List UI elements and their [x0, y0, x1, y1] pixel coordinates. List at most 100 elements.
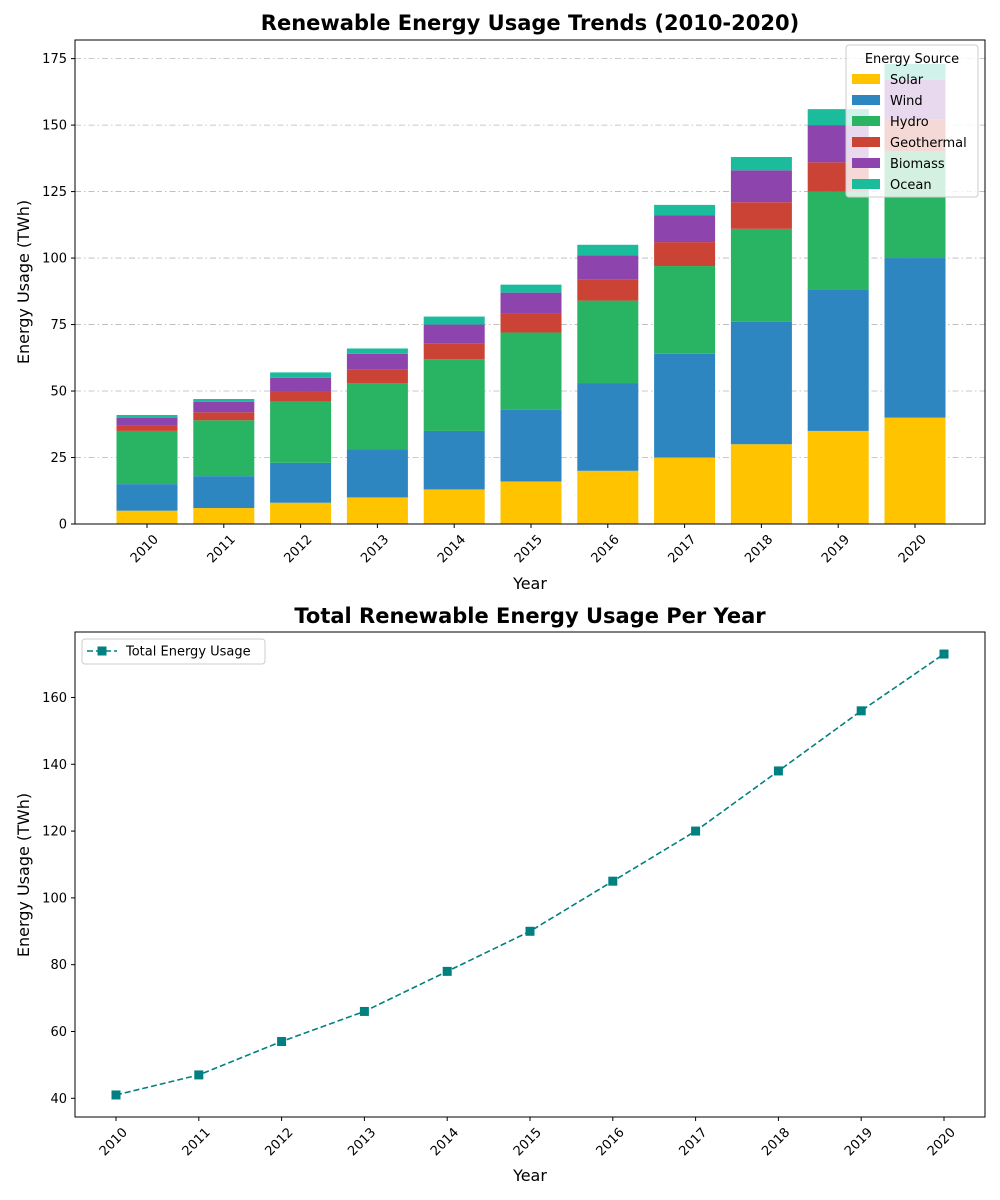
chart2-y-tick-label: 140 — [42, 758, 67, 773]
chart1-bar-geothermal-2015 — [500, 313, 562, 333]
chart1-bar-biomass-2011 — [193, 401, 255, 413]
chart1-bar-biomass-2012 — [270, 377, 332, 392]
chart1-legend-label-hydro: Hydro — [890, 115, 929, 130]
chart1-x-tick-label: 2016 — [589, 532, 623, 566]
chart1-legend-swatch-biomass — [852, 158, 880, 168]
chart1-legend-label-biomass: Biomass — [890, 157, 945, 172]
chart1-bar-solar-2016 — [577, 470, 639, 524]
chart1-bar-solar-2015 — [500, 481, 562, 524]
chart1-bar-hydro-2018 — [730, 228, 792, 322]
chart1-bar-geothermal-2012 — [270, 391, 332, 402]
chart1-y-tick-label: 25 — [50, 451, 67, 466]
chart2-point-2012 — [277, 1037, 287, 1047]
chart1-legend-swatch-hydro — [852, 116, 880, 126]
chart1-bar-solar-2012 — [270, 502, 332, 524]
chart2-point-2015 — [525, 926, 535, 936]
chart1-title: Renewable Energy Usage Trends (2010-2020… — [261, 11, 799, 35]
chart1-legend-swatch-wind — [852, 95, 880, 105]
chart2-x-tick-label: 2014 — [428, 1125, 462, 1159]
chart1-bar-solar-2014 — [423, 489, 485, 524]
chart1-bar-ocean-2011 — [193, 399, 255, 402]
chart1-bar-ocean-2012 — [270, 372, 332, 378]
chart2-plot-frame — [74, 631, 986, 1118]
chart1-x-tick-label: 2012 — [281, 532, 315, 566]
chart1-bar-wind-2017 — [654, 353, 716, 458]
chart2-y-tick-label: 60 — [50, 1025, 67, 1040]
chart2-x-axis-label: Year — [512, 1166, 547, 1185]
chart2-point-2018 — [773, 766, 783, 776]
chart1-bar-geothermal-2011 — [193, 412, 255, 421]
chart1-y-tick-label: 50 — [50, 385, 67, 400]
chart2-y-tick-label: 160 — [42, 691, 67, 706]
chart1-bar-geothermal-2010 — [116, 425, 178, 431]
chart1-x-tick-label: 2017 — [665, 532, 699, 566]
chart2-point-2014 — [442, 966, 452, 976]
chart2-x-tick-label: 2015 — [511, 1125, 545, 1159]
chart1-bar-solar-2011 — [193, 508, 255, 524]
chart1-legend-title: Energy Source — [865, 52, 959, 67]
chart2-y-tick-label: 120 — [42, 825, 67, 840]
chart2-x-tick-label: 2020 — [925, 1125, 959, 1159]
chart1-plot-frame — [74, 39, 986, 525]
chart1-x-tick-label: 2019 — [819, 532, 853, 566]
chart1-legend-label-geothermal: Geothermal — [890, 136, 967, 151]
chart2-y-tick-label: 100 — [42, 891, 67, 906]
chart1-legend: Energy Source Solar Wind Hydro Geothermal Bio… — [845, 44, 979, 198]
chart1-bar-ocean-2014 — [423, 316, 485, 325]
chart2-point-2016 — [608, 876, 618, 886]
chart1-bar-solar-2018 — [730, 444, 792, 524]
chart2-legend-box — [81, 638, 266, 665]
chart1-y-tick-label: 125 — [42, 185, 67, 200]
chart2-y-axis-label: Energy Usage (TWh) — [14, 793, 33, 957]
chart2-x-tick-label: 2019 — [842, 1125, 876, 1159]
chart1-x-axis-label: Year — [512, 574, 547, 593]
chart1-y-tick-label: 175 — [42, 52, 67, 67]
chart1-bar-hydro-2017 — [654, 266, 716, 354]
chart1-bar-hydro-2013 — [346, 383, 408, 450]
chart1-bar-solar-2019 — [807, 430, 869, 524]
line-chart: Total Renewable Energy Usage Per Year Ye… — [14, 604, 986, 1185]
chart1-x-tick-label: 2010 — [128, 532, 162, 566]
chart1-bar-hydro-2019 — [807, 191, 869, 290]
chart1-bar-wind-2016 — [577, 383, 639, 471]
chart1-y-tick-label: 75 — [50, 318, 67, 333]
chart1-y-tick-label: 0 — [59, 518, 67, 533]
chart1-bar-geothermal-2018 — [730, 202, 792, 229]
chart1-bar-hydro-2010 — [116, 430, 178, 485]
chart1-bar-wind-2020 — [884, 258, 946, 418]
chart2-legend-label: Total Energy Usage — [125, 645, 251, 660]
chart2-x-tick-label: 2010 — [97, 1125, 131, 1159]
chart1-bar-biomass-2014 — [423, 324, 485, 344]
chart2-x-ticks: 2010 2011 2012 2013 2014 2015 2016 2017 2018 2019… — [97, 1117, 959, 1159]
chart1-y-axis-label: Energy Usage (TWh) — [14, 200, 33, 364]
chart2-point-2017 — [691, 826, 701, 836]
chart1-bar-hydro-2012 — [270, 401, 332, 463]
chart1-bar-geothermal-2016 — [577, 279, 639, 301]
chart2-y-tick-label: 40 — [50, 1092, 67, 1107]
chart1-bar-ocean-2013 — [346, 348, 408, 354]
chart2-legend: Total Energy Usage — [81, 638, 266, 665]
stacked-bar-chart: Renewable Energy Usage Trends (2010-2020… — [14, 11, 986, 593]
chart2-y-ticks: 40 60 80 100 120 140 160 — [42, 691, 75, 1107]
chart1-legend-label-solar: Solar — [890, 73, 924, 88]
chart1-bar-solar-2020 — [884, 417, 946, 524]
chart2-x-tick-label: 2013 — [345, 1125, 379, 1159]
chart1-bar-ocean-2015 — [500, 284, 562, 293]
chart1-bar-ocean-2016 — [577, 244, 639, 256]
chart2-point-2011 — [194, 1070, 204, 1080]
chart1-bar-biomass-2016 — [577, 255, 639, 280]
chart1-y-ticks: 0 25 50 75 100 125 150 175 — [42, 52, 75, 533]
chart2-point-2013 — [359, 1006, 369, 1016]
chart2-title: Total Renewable Energy Usage Per Year — [294, 604, 766, 628]
chart2-x-tick-label: 2018 — [759, 1125, 793, 1159]
chart1-bar-geothermal-2013 — [346, 369, 408, 384]
chart1-bar-wind-2011 — [193, 476, 255, 509]
chart1-bar-biomass-2017 — [654, 215, 716, 243]
chart2-x-tick-label: 2011 — [180, 1125, 214, 1159]
chart1-legend-swatch-solar — [852, 74, 880, 84]
chart2-y-tick-label: 80 — [50, 958, 67, 973]
chart2-x-tick-label: 2016 — [594, 1125, 628, 1159]
chart2-point-2020 — [939, 649, 949, 659]
chart2-x-tick-label: 2012 — [262, 1125, 296, 1159]
